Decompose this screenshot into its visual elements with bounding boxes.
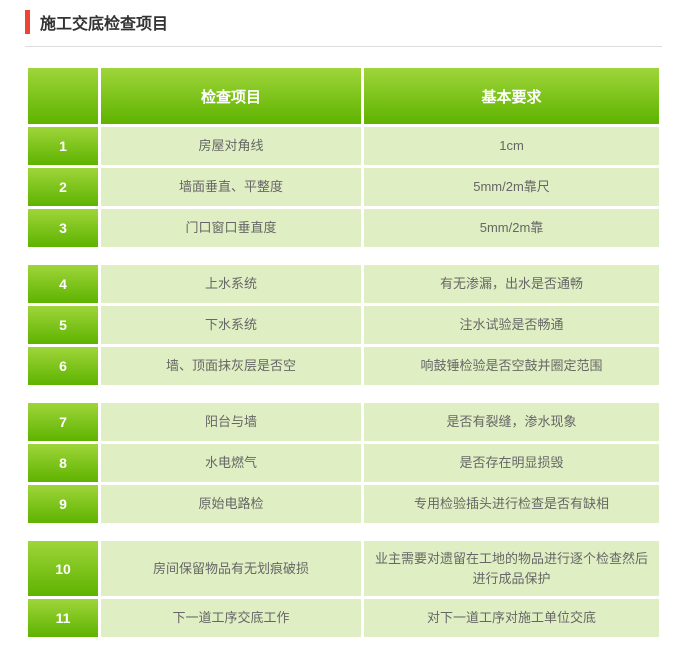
row-req: 是否有裂缝，渗水现象 (364, 403, 659, 441)
table-row: 9 原始电路检 专用检验插头进行检查是否有缺相 (28, 485, 659, 523)
table-row: 2 墙面垂直、平整度 5mm/2m靠尺 (28, 168, 659, 206)
row-req: 专用检验插头进行检查是否有缺相 (364, 485, 659, 523)
table-row: 8 水电燃气 是否存在明显损毁 (28, 444, 659, 482)
group-gap (28, 526, 659, 538)
row-req: 5mm/2m靠 (364, 209, 659, 247)
row-req: 5mm/2m靠尺 (364, 168, 659, 206)
divider (25, 46, 662, 47)
inspection-table: 检查项目 基本要求 1 房屋对角线 1cm 2 墙面垂直、平整度 5mm/2m靠… (25, 65, 662, 640)
row-item: 房间保留物品有无划痕破损 (101, 541, 361, 596)
row-item: 水电燃气 (101, 444, 361, 482)
row-number: 6 (28, 347, 98, 385)
table-row: 1 房屋对角线 1cm (28, 127, 659, 165)
row-number: 11 (28, 599, 98, 637)
row-number: 9 (28, 485, 98, 523)
table-row: 3 门口窗口垂直度 5mm/2m靠 (28, 209, 659, 247)
row-item: 下水系统 (101, 306, 361, 344)
header-number-blank (28, 68, 98, 124)
row-item: 门口窗口垂直度 (101, 209, 361, 247)
group-gap (28, 250, 659, 262)
row-number: 8 (28, 444, 98, 482)
row-req: 注水试验是否畅通 (364, 306, 659, 344)
row-item: 房屋对角线 (101, 127, 361, 165)
group-gap (28, 388, 659, 400)
row-req: 1cm (364, 127, 659, 165)
row-item: 上水系统 (101, 265, 361, 303)
header-item: 检查项目 (101, 68, 361, 124)
row-number: 4 (28, 265, 98, 303)
row-req: 响鼓锤检验是否空鼓并圈定范围 (364, 347, 659, 385)
row-req: 有无渗漏，出水是否通畅 (364, 265, 659, 303)
row-number: 1 (28, 127, 98, 165)
table-row: 11 下一道工序交底工作 对下一道工序对施工单位交底 (28, 599, 659, 637)
row-number: 5 (28, 306, 98, 344)
row-item: 下一道工序交底工作 (101, 599, 361, 637)
row-item: 原始电路检 (101, 485, 361, 523)
row-number: 2 (28, 168, 98, 206)
row-number: 3 (28, 209, 98, 247)
row-req: 业主需要对遗留在工地的物品进行逐个检查然后进行成品保护 (364, 541, 659, 596)
table-row: 4 上水系统 有无渗漏，出水是否通畅 (28, 265, 659, 303)
table-row: 6 墙、顶面抹灰层是否空 响鼓锤检验是否空鼓并圈定范围 (28, 347, 659, 385)
row-item: 墙面垂直、平整度 (101, 168, 361, 206)
table-row: 10 房间保留物品有无划痕破损 业主需要对遗留在工地的物品进行逐个检查然后进行成… (28, 541, 659, 596)
row-item: 墙、顶面抹灰层是否空 (101, 347, 361, 385)
section-title: 施工交底检查项目 (40, 10, 662, 34)
header-req: 基本要求 (364, 68, 659, 124)
table-header-row: 检查项目 基本要求 (28, 68, 659, 124)
row-number: 7 (28, 403, 98, 441)
row-req: 是否存在明显损毁 (364, 444, 659, 482)
row-item: 阳台与墙 (101, 403, 361, 441)
table-row: 5 下水系统 注水试验是否畅通 (28, 306, 659, 344)
table-row: 7 阳台与墙 是否有裂缝，渗水现象 (28, 403, 659, 441)
row-number: 10 (28, 541, 98, 596)
row-req: 对下一道工序对施工单位交底 (364, 599, 659, 637)
section-title-bar: 施工交底检查项目 (25, 10, 662, 34)
